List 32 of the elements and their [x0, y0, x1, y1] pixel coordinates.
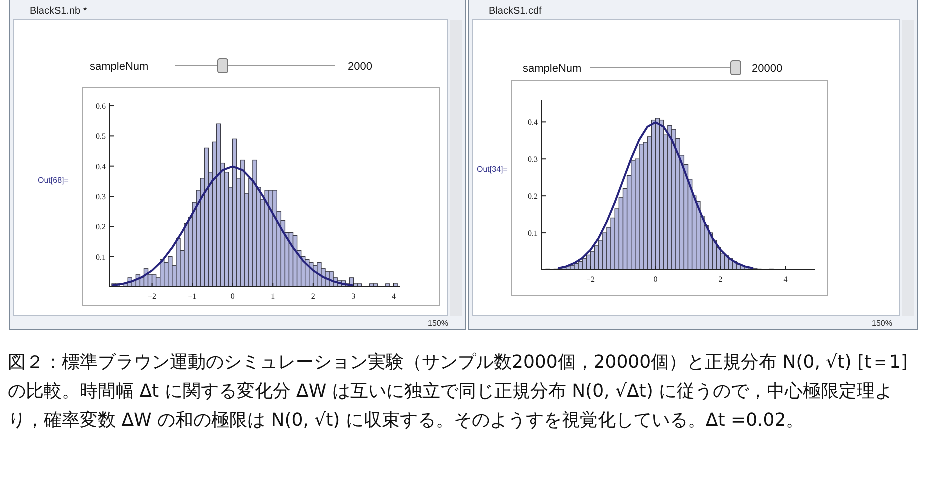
x-tick-label: 0	[230, 292, 235, 301]
text: sampleNum	[523, 63, 582, 75]
text: 2000	[348, 61, 372, 73]
text: sampleNum	[90, 61, 149, 73]
x-tick-label: 4	[392, 292, 396, 301]
x-tick-label: 2	[718, 275, 723, 284]
x-tick-label: −2	[148, 292, 157, 301]
text: BlackS1.cdf	[489, 6, 542, 17]
y-tick-label: 0.3	[528, 155, 538, 164]
text: Out[34]=	[477, 165, 508, 174]
x-tick-label: 1	[271, 292, 276, 301]
y-tick-label: 0.1	[96, 252, 106, 262]
x-tick-label: 0	[654, 275, 658, 284]
text: 150%	[872, 319, 892, 328]
x-tick-label: −2	[586, 275, 596, 284]
y-tick-label: 0.2	[96, 222, 106, 232]
y-tick-label: 0.5	[96, 132, 106, 142]
y-tick-label: 0.1	[528, 229, 538, 238]
x-tick-label: −1	[188, 292, 197, 301]
x-tick-label: 4	[784, 275, 788, 284]
y-tick-label: 0.6	[96, 102, 106, 112]
y-tick-label: 0.2	[528, 192, 538, 202]
text: Out[68]=	[38, 176, 70, 185]
x-tick-label: 2	[311, 292, 316, 301]
x-tick-label: 3	[352, 292, 356, 301]
text: 20000	[752, 63, 783, 75]
text: BlackS1.nb *	[30, 6, 88, 17]
y-tick-label: 0.4	[96, 162, 106, 172]
caption: 図２：標準ブラウン運動のシミュレーション実験（サンプル数2000個，20000個）と正規分布 N(0, √t) [t＝1] の比較。時間幅 Δt に関する変化分 ΔW は互いに独立で同じ正規分布 N(0, √Δt) に従うので，中心極限定理より，確率変数 ΔW の和の極限は N(0, √t) に収束する。そのようすを視覚化している。Δt =0.02。	[8, 351, 909, 433]
y-tick-label: 0.3	[96, 192, 106, 202]
text: 150%	[428, 319, 448, 328]
y-tick-label: 0.4	[528, 118, 538, 128]
